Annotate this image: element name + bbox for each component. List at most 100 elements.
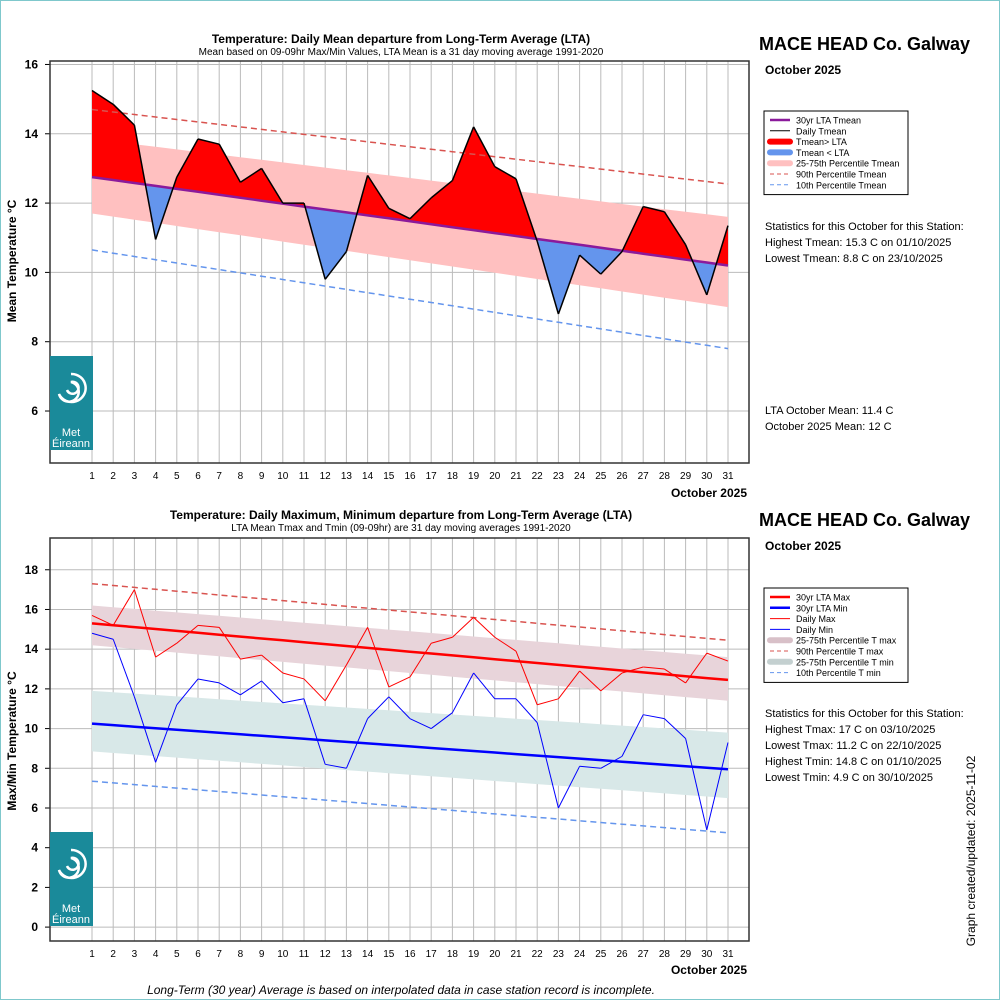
daily-min-segment [91, 632, 114, 640]
daily-mean-segment [112, 103, 135, 126]
daily-max-segment [112, 589, 135, 626]
x-tick-label: 17 [426, 949, 438, 960]
x-tick-label: 19 [468, 949, 480, 960]
daily-mean-segment [684, 244, 708, 296]
daily-mean-segment [472, 126, 496, 168]
daily-mean-segment [430, 179, 453, 199]
x-tick-label: 16 [404, 471, 416, 482]
daily-max-segment [155, 642, 178, 658]
legend-entry: 10th Percentile Tmean [796, 180, 886, 190]
chart2-subtitle: LTA Mean Tmax and Tmin (09-09hr) are 31 … [231, 523, 571, 534]
lta-min-line [91, 722, 729, 771]
x-tick-label: 17 [426, 471, 438, 482]
daily-min-segment [112, 639, 135, 697]
x-tick-label: 6 [195, 949, 201, 960]
daily-max-segment [388, 676, 411, 688]
chart1-lta-mean: LTA October Mean: 11.4 C [765, 405, 893, 417]
x-tick-label: 27 [638, 949, 650, 960]
x-tick-label: 25 [595, 471, 607, 482]
daily-min-segment [133, 696, 157, 763]
daily-mean-segment [515, 178, 538, 242]
y-tick-label: 2 [31, 880, 38, 894]
x-tick-label: 30 [701, 949, 713, 960]
x-tick-label: 2 [110, 471, 116, 482]
daily-max-segment [409, 642, 432, 678]
y-tick-label: 4 [31, 841, 38, 855]
legend-entry: Daily Min [796, 625, 833, 635]
chart1-subtitle: Mean based on 09-09hr Max/Min Values, LT… [199, 47, 604, 58]
x-tick-label: 29 [680, 471, 692, 482]
x-tick-label: 4 [153, 471, 159, 482]
y-tick-label: 8 [31, 335, 38, 349]
daily-max-segment [345, 627, 369, 666]
daily-max-segment [218, 627, 241, 660]
legend [763, 587, 909, 683]
daily-max-segment [494, 636, 517, 652]
legend-entry: 90th Percentile T max [796, 647, 884, 657]
logo-text: Éireann [52, 913, 90, 926]
daily-max-segment [537, 698, 559, 706]
y-tick-label: 0 [31, 920, 38, 934]
daily-mean-segment [303, 202, 326, 280]
daily-max-segment [685, 652, 708, 684]
chart1-stat: Lowest Tmean: 8.8 C on 23/10/2025 [765, 253, 943, 265]
tmin-percentile-band [92, 690, 728, 799]
daily-mean-segment [663, 211, 687, 246]
daily-mean-segment [345, 175, 369, 252]
tmax-percentile-band [92, 605, 728, 701]
x-tick-label: 30 [701, 471, 713, 482]
daily-min-segment [197, 678, 220, 684]
x-tick-label: 5 [174, 949, 180, 960]
y-tick-label: 8 [31, 761, 38, 775]
daily-min-segment [240, 680, 262, 696]
x-tick-label: 12 [320, 949, 332, 960]
legend-entry: 30yr LTA Max [796, 593, 851, 603]
x-tick-label: 18 [447, 471, 459, 482]
chart2-ylabel: Max/Min Temperature °C [5, 671, 19, 811]
daily-max-segment [367, 627, 390, 688]
y-tick-label: 12 [25, 196, 39, 210]
legend-entry: Tmean < LTA [796, 148, 849, 158]
daily-mean-segment [409, 197, 432, 220]
legend-entry: Daily Tmean [796, 126, 846, 136]
daily-max-segment [515, 650, 538, 705]
x-tick-label: 7 [216, 949, 222, 960]
x-tick-label: 31 [722, 949, 734, 960]
legend-entry: 25-75th Percentile Tmean [796, 159, 899, 169]
daily-min-segment [473, 672, 496, 700]
x-tick-label: 25 [595, 949, 607, 960]
logo-text: Met [62, 903, 80, 915]
x-tick-label: 24 [574, 949, 586, 960]
daily-min-segment [430, 712, 453, 729]
legend-entry: 30yr LTA Min [796, 603, 848, 613]
daily-mean-segment [451, 126, 475, 181]
logo-text: Met [62, 427, 80, 439]
daily-max-segment [240, 654, 262, 660]
x-tick-label: 22 [532, 471, 544, 482]
daily-min-segment [451, 672, 475, 713]
x-tick-label: 28 [659, 949, 671, 960]
x-tick-label: 5 [174, 471, 180, 482]
daily-mean-segment [154, 176, 178, 240]
daily-max-segment [473, 617, 496, 638]
chart1-title: Temperature: Daily Mean departure from L… [212, 32, 590, 46]
daily-max-segment [176, 624, 199, 644]
legend-entry: 25-75th Percentile T min [796, 657, 894, 667]
legend-entry: 10th Percentile T min [796, 668, 881, 678]
x-tick-label: 3 [132, 471, 138, 482]
y-tick-label: 16 [25, 602, 39, 616]
x-tick-label: 2 [110, 949, 116, 960]
daily-min-segment [176, 678, 199, 706]
daily-max-segment [643, 666, 665, 670]
y-tick-label: 6 [31, 801, 38, 815]
daily-min-segment [367, 696, 390, 720]
x-tick-label: 28 [659, 471, 671, 482]
x-tick-label: 26 [616, 949, 628, 960]
x-tick-label: 3 [132, 949, 138, 960]
x-tick-label: 23 [553, 471, 565, 482]
x-tick-label: 31 [722, 471, 734, 482]
daily-min-segment [664, 718, 686, 739]
daily-mean-segment [260, 168, 284, 204]
